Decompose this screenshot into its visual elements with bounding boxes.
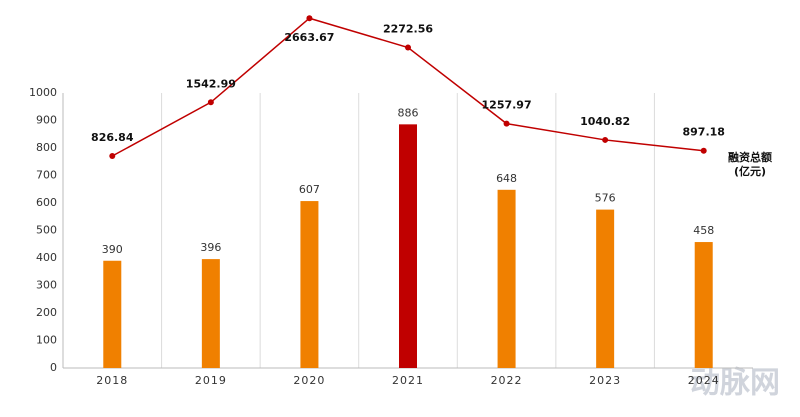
series-label: 融资总额: [728, 150, 772, 164]
x-tick-label: 2019: [195, 374, 227, 387]
line-point: [109, 152, 116, 159]
y-tick-label: 600: [36, 196, 57, 209]
y-tick-label: 200: [36, 306, 57, 319]
bar-label: 390: [102, 243, 123, 256]
y-tick-label: 0: [50, 361, 57, 374]
line-label: 2272.56: [383, 23, 433, 36]
bar: [694, 242, 713, 368]
bar-label: 458: [693, 224, 714, 237]
series-unit: (亿元): [734, 164, 766, 178]
bar-label: 576: [595, 192, 616, 205]
line-label: 1040.82: [580, 115, 630, 128]
y-tick-label: 900: [36, 114, 57, 127]
line-label: 2663.67: [284, 31, 334, 44]
line-point: [602, 136, 609, 143]
x-tick-label: 2021: [392, 374, 424, 387]
line-point: [306, 15, 313, 22]
y-tick-label: 1000: [29, 86, 57, 99]
y-tick-label: 300: [36, 279, 57, 292]
bar-label: 886: [398, 106, 419, 119]
line-point: [207, 99, 214, 106]
x-tick-label: 2023: [589, 374, 621, 387]
y-tick-label: 500: [36, 224, 57, 237]
bar: [300, 201, 319, 368]
bar: [596, 209, 615, 368]
bar-label: 607: [299, 183, 320, 196]
x-tick-label: 2022: [491, 374, 523, 387]
bar: [103, 260, 122, 368]
bar-label: 396: [200, 241, 221, 254]
bar: [201, 259, 220, 368]
line-point: [700, 147, 707, 154]
bar: [497, 189, 516, 368]
line-label: 1257.97: [482, 99, 532, 112]
x-tick-label: 2018: [96, 374, 128, 387]
bar: [399, 124, 417, 368]
watermark: 动脉网: [690, 366, 780, 401]
y-tick-label: 700: [36, 169, 57, 182]
line-label: 897.18: [682, 126, 724, 139]
y-tick-label: 100: [36, 334, 57, 347]
x-tick-label: 2024: [688, 374, 720, 387]
line-label: 826.84: [91, 131, 134, 144]
line-point: [503, 120, 510, 127]
line-label: 1542.99: [186, 77, 236, 90]
x-tick-label: 2020: [293, 374, 325, 387]
line-point: [405, 44, 411, 51]
y-tick-label: 400: [36, 251, 57, 264]
bar-label: 648: [496, 172, 517, 185]
y-tick-label: 800: [36, 141, 57, 154]
